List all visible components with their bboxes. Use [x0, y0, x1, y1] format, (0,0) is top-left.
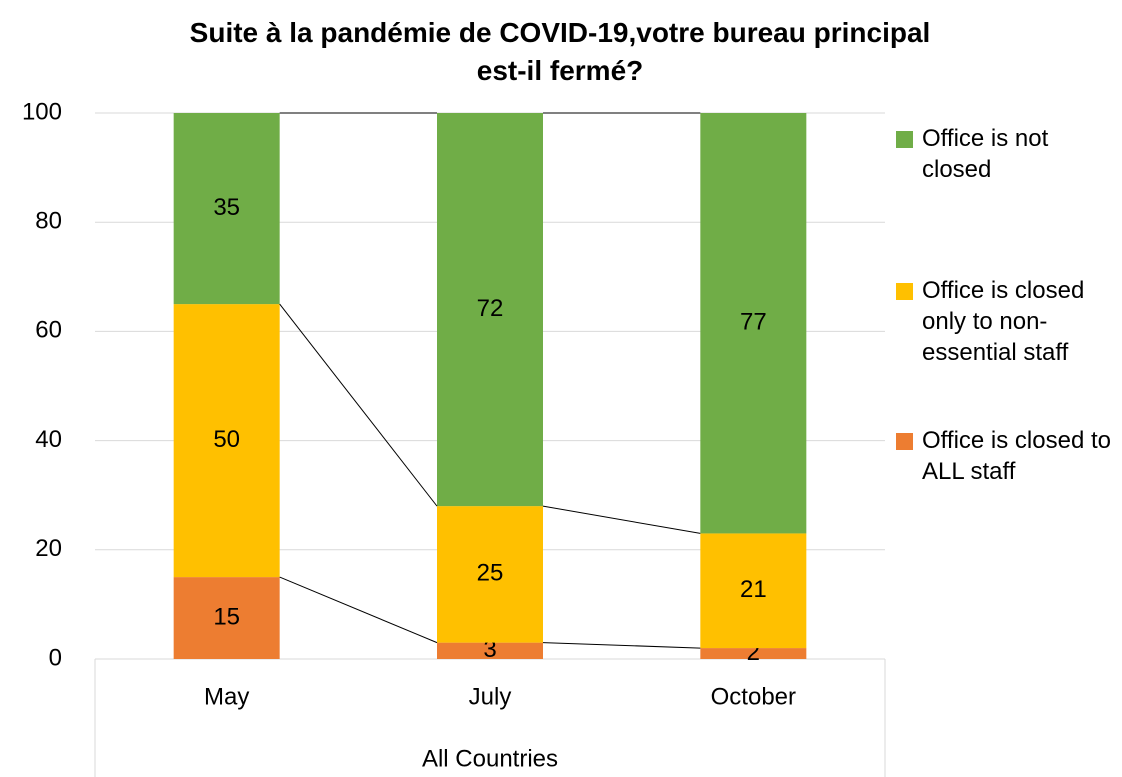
legend-label: Office is not closed — [922, 125, 1049, 183]
x-tick-label: May — [204, 683, 249, 710]
bar-segment — [437, 506, 543, 643]
y-tick-label: 100 — [22, 98, 62, 125]
legend-swatch — [896, 433, 913, 450]
bar-segment — [700, 113, 807, 534]
x-group-label: All Countries — [422, 745, 558, 772]
value-label: 50 — [213, 426, 240, 453]
bar-segment — [173, 113, 280, 305]
value-label: 3 — [483, 636, 496, 663]
y-tick-label: 40 — [35, 426, 62, 453]
y-tick-label: 80 — [35, 208, 62, 235]
bar-segment — [700, 648, 807, 659]
bar-segment — [700, 533, 807, 649]
x-tick-label: July — [469, 683, 512, 710]
bar-segment — [437, 113, 543, 507]
legend-swatch — [896, 131, 913, 148]
y-tick-label: 20 — [35, 535, 62, 562]
x-tick-label: October — [711, 683, 796, 710]
value-label: 15 — [213, 603, 240, 630]
bar-segment — [173, 304, 280, 578]
series-line — [542, 642, 701, 649]
legend-label: Office is closed to ALL staff — [922, 427, 1111, 485]
value-label: 35 — [213, 194, 240, 221]
bar-segment — [173, 577, 280, 659]
y-tick-label: 0 — [49, 644, 62, 671]
value-label: 72 — [477, 295, 504, 322]
value-label: 77 — [740, 309, 767, 336]
series-line — [279, 303, 438, 507]
legend-swatch — [896, 283, 913, 300]
y-tick-label: 60 — [35, 317, 62, 344]
series-line — [542, 505, 701, 534]
value-label: 21 — [740, 576, 767, 603]
legend-label: Office is closed only to non-essential s… — [922, 277, 1085, 366]
chart-title: Suite à la pandémie de COVID-19,votre bu… — [189, 17, 931, 86]
value-label: 25 — [477, 560, 504, 587]
bar-segment — [437, 642, 543, 659]
series-line — [279, 576, 438, 644]
